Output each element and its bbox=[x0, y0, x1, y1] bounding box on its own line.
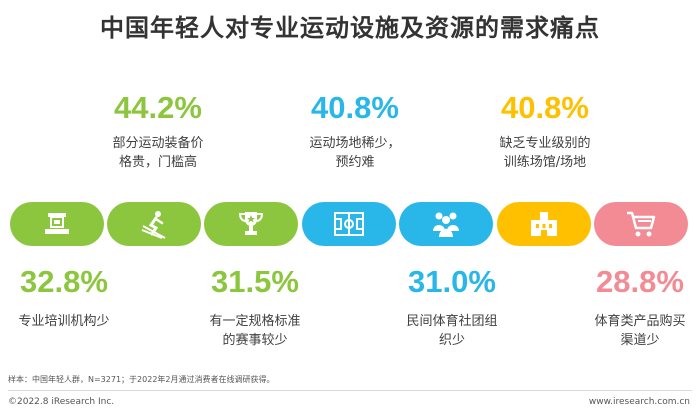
source-note: 样本：中国年轻人群，N=3271；于2022年2月通过消费者在线调研获得。 bbox=[8, 375, 275, 384]
category-band bbox=[399, 202, 493, 246]
group-icon bbox=[430, 209, 462, 239]
category-label: 缺乏专业级别的 训练场馆/场地 bbox=[499, 136, 591, 170]
category-band bbox=[107, 202, 201, 246]
category-band bbox=[204, 202, 298, 246]
value-label: 40.8% bbox=[311, 90, 399, 125]
copyright-text: ©2022.8 iResearch Inc. bbox=[8, 397, 115, 407]
value-label: 28.8% bbox=[596, 264, 684, 299]
trophy-icon bbox=[236, 209, 266, 239]
value-label: 40.8% bbox=[501, 90, 589, 125]
category-label: 体育类产品购买 渠道少 bbox=[594, 314, 686, 348]
skier-icon bbox=[138, 209, 170, 239]
value-label: 31.0% bbox=[408, 264, 496, 299]
category-label: 民间体育社团组 织少 bbox=[406, 314, 498, 348]
category-label: 有一定规格标准 的赛事较少 bbox=[209, 314, 301, 348]
book-icon bbox=[42, 209, 72, 239]
stadium-icon bbox=[528, 209, 560, 239]
category-band bbox=[497, 202, 591, 246]
website-text: www.iresearch.com.cn bbox=[588, 397, 690, 407]
category-label: 专业培训机构少 bbox=[18, 314, 110, 329]
value-label: 32.8% bbox=[20, 264, 108, 299]
category-label: 运动场地稀少， 预约难 bbox=[309, 136, 401, 170]
cart-icon bbox=[625, 209, 657, 239]
category-band bbox=[594, 202, 688, 246]
category-label: 部分运动装备价 格贵，门槛高 bbox=[112, 136, 204, 170]
chart-title: 中国年轻人对专业运动设施及资源的需求痛点 bbox=[100, 14, 600, 42]
footer-divider bbox=[8, 390, 692, 391]
value-label: 31.5% bbox=[211, 264, 299, 299]
category-band bbox=[302, 202, 396, 246]
value-label: 44.2% bbox=[114, 90, 202, 125]
court-icon bbox=[333, 210, 365, 238]
category-band bbox=[10, 202, 104, 246]
